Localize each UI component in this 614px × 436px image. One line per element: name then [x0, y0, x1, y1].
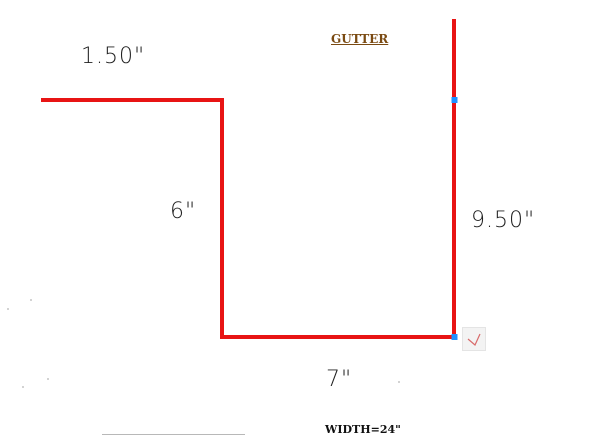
dimension-back-side: 9.50" [471, 208, 536, 233]
dimension-inner-side: 6" [170, 199, 197, 224]
grip-handle-corner[interactable] [451, 334, 458, 340]
speck-mark [7, 308, 9, 310]
gutter-profile-line[interactable] [41, 19, 456, 339]
speck-mark [47, 378, 49, 380]
diagram-title: GUTTER [331, 32, 389, 46]
corner-check-icon[interactable] [462, 327, 486, 351]
corner-check-glyph [467, 333, 481, 346]
dimension-top-flange: 1.50" [81, 44, 146, 69]
speck-mark [30, 299, 32, 301]
dimension-bottom: 7" [326, 367, 353, 392]
speck-mark [22, 386, 24, 388]
speck-mark [398, 381, 400, 383]
grip-handle-top[interactable] [451, 97, 458, 103]
width-footer: WIDTH=24" [325, 423, 401, 436]
